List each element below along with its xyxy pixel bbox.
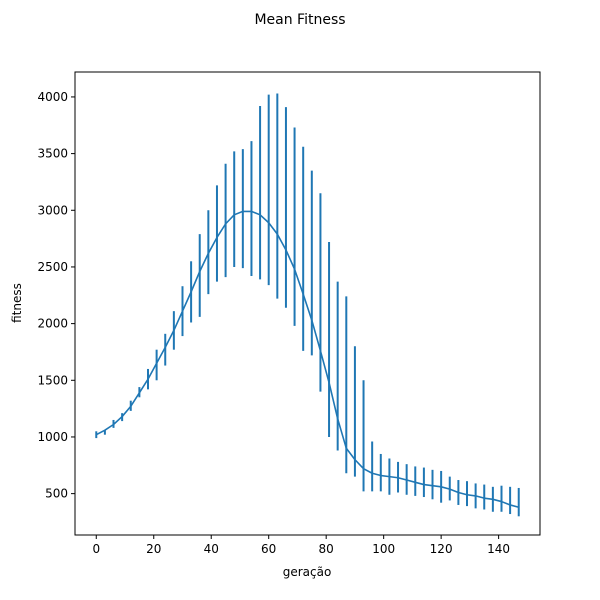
y-tick-label: 2000 bbox=[37, 317, 68, 331]
mean-fitness-line bbox=[95, 210, 519, 509]
plot-frame bbox=[74, 71, 541, 536]
y-tick-label: 2500 bbox=[37, 260, 68, 274]
x-axis-ticks: 0 20 40 60 80 100 120 140 bbox=[92, 535, 510, 556]
y-axis-label: fitness bbox=[10, 283, 24, 323]
y-tick-label: 3000 bbox=[37, 203, 68, 217]
x-tick-label: 140 bbox=[487, 542, 510, 556]
y-tick-label: 1000 bbox=[37, 430, 68, 444]
x-tick-label: 80 bbox=[319, 542, 334, 556]
x-tick-label: 0 bbox=[92, 542, 100, 556]
y-axis-ticks: 500 1000 1500 2000 2500 3000 3500 4000 bbox=[37, 90, 75, 501]
x-tick-label: 40 bbox=[204, 542, 219, 556]
x-axis-label: geração bbox=[283, 565, 332, 579]
y-tick-label: 1500 bbox=[37, 373, 68, 387]
x-tick-label: 100 bbox=[372, 542, 395, 556]
x-tick-label: 20 bbox=[146, 542, 161, 556]
chart-title: Mean Fitness bbox=[254, 12, 345, 28]
x-tick-label: 120 bbox=[430, 542, 453, 556]
y-tick-label: 500 bbox=[45, 487, 68, 501]
x-tick-label: 60 bbox=[261, 542, 276, 556]
y-tick-label: 3500 bbox=[37, 147, 68, 161]
series-layer bbox=[95, 210, 519, 509]
y-tick-label: 4000 bbox=[37, 90, 68, 104]
